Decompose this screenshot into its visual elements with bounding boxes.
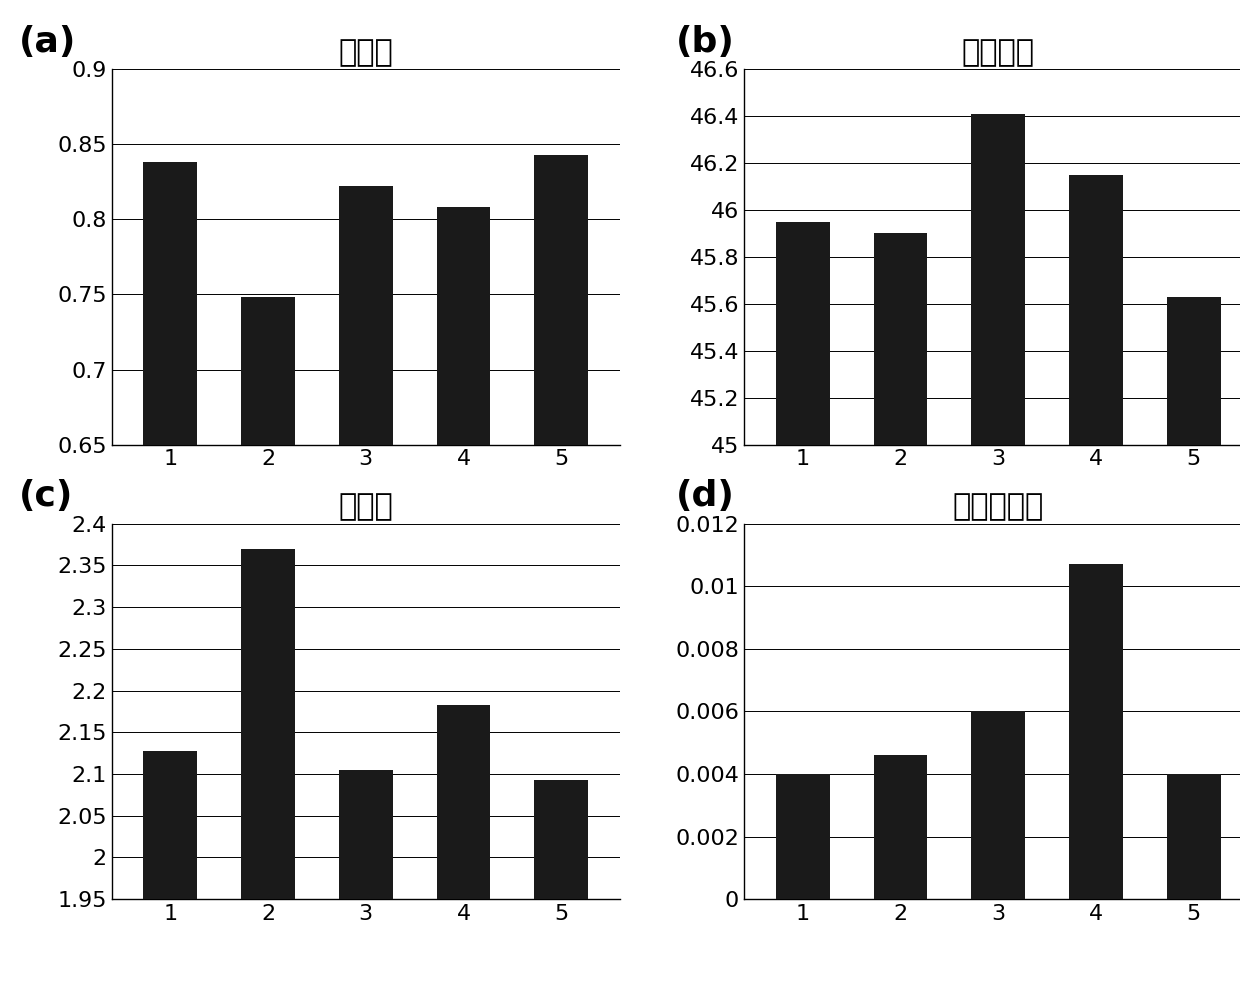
Bar — [1167, 774, 1220, 899]
Text: (a): (a) — [19, 25, 76, 58]
Bar — [971, 114, 1025, 445]
Title: 不合格蛋率: 不合格蛋率 — [952, 492, 1044, 522]
Bar — [436, 207, 491, 445]
Bar — [873, 233, 928, 445]
Bar — [1069, 564, 1123, 899]
Text: (c): (c) — [19, 479, 73, 513]
Bar — [971, 711, 1025, 899]
Bar — [241, 297, 295, 445]
Title: 产蛋率: 产蛋率 — [339, 38, 393, 67]
Bar — [436, 704, 491, 899]
Bar — [873, 755, 928, 899]
Text: (b): (b) — [676, 25, 734, 58]
Title: 平均蛋重: 平均蛋重 — [962, 38, 1034, 67]
Bar — [144, 751, 197, 899]
Bar — [776, 221, 830, 445]
Bar — [1069, 175, 1123, 445]
Bar — [144, 162, 197, 445]
Bar — [339, 187, 393, 445]
Bar — [776, 774, 830, 899]
Bar — [339, 770, 393, 899]
Bar — [241, 548, 295, 899]
Bar — [534, 155, 588, 445]
Bar — [1167, 296, 1220, 445]
Title: 料蛋比: 料蛋比 — [339, 492, 393, 522]
Text: (d): (d) — [676, 479, 734, 513]
Bar — [534, 780, 588, 899]
